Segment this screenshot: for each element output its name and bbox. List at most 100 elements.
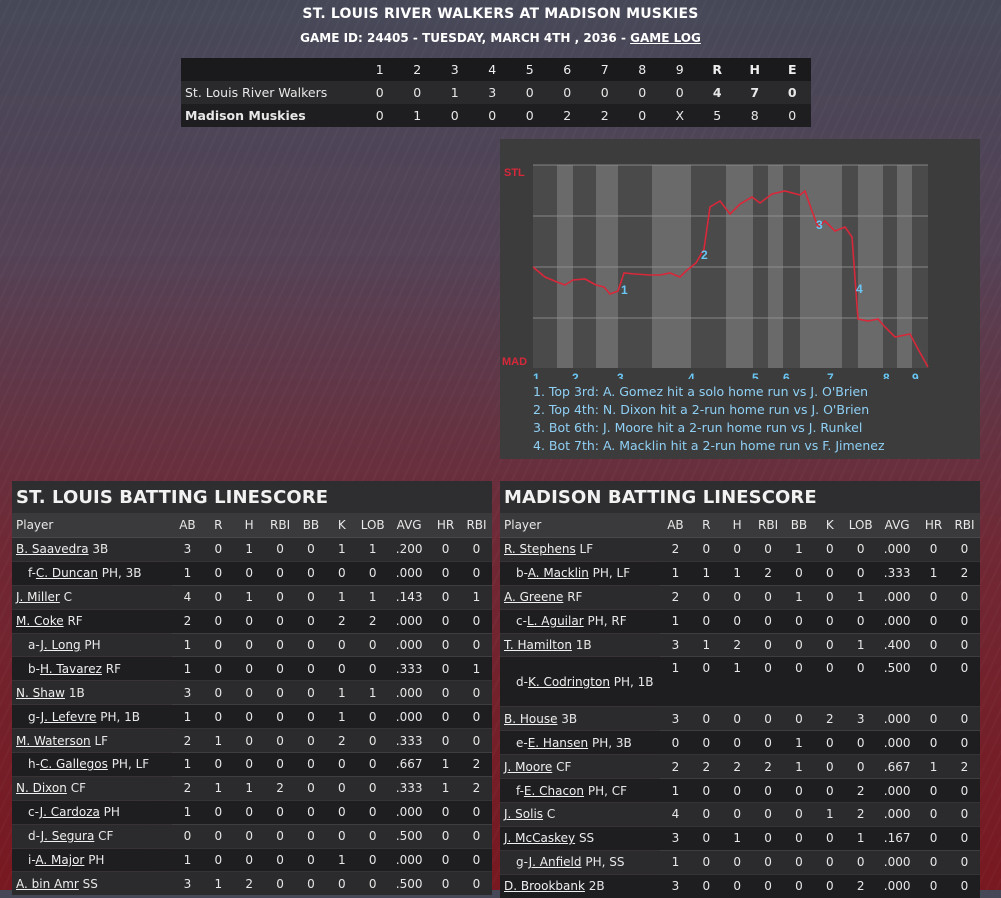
- player-link[interactable]: J. Solis: [504, 807, 544, 822]
- player-link[interactable]: K. Codrington: [527, 674, 610, 689]
- player-link[interactable]: C. Duncan: [35, 566, 98, 581]
- stat-cell: 1: [918, 560, 949, 586]
- stat-cell: 0: [814, 849, 846, 875]
- inning-header: 7: [600, 62, 609, 77]
- player-link[interactable]: C. Gallegos: [39, 757, 108, 772]
- stat-cell: 3: [845, 706, 877, 731]
- player-link[interactable]: A. Greene: [504, 590, 564, 605]
- player-cell: J. Miller C: [12, 584, 172, 610]
- stl-batting-linescore: ST. LOUIS BATTING LINESCORE Player AB R H RB…: [12, 481, 492, 896]
- stat-cell: .333: [388, 728, 431, 753]
- player-position: LF: [579, 542, 594, 557]
- stat-cell: 4: [172, 584, 203, 610]
- player-link[interactable]: A. Major: [35, 853, 85, 868]
- table-row: J. Solis C 4 0 0 0 0 1 2.000 0 0: [500, 802, 980, 827]
- table-row: f-E. Chacon PH, CF 1 0 0 0 0 0 2.000 0 0: [500, 778, 980, 803]
- column-header: AVG: [884, 518, 910, 532]
- stat-cell: 0: [295, 608, 327, 634]
- column-header: BB: [790, 518, 808, 532]
- player-link[interactable]: N. Shaw: [16, 685, 65, 700]
- inning-score: 0: [413, 85, 422, 100]
- player-link[interactable]: N. Dixon: [16, 781, 67, 796]
- player-link[interactable]: L. Aguilar: [526, 614, 584, 629]
- player-link[interactable]: A. bin Amr: [16, 876, 79, 891]
- stat-cell: 3: [660, 873, 691, 898]
- player-link[interactable]: J. Long: [40, 638, 81, 652]
- stat-cell: 0: [326, 775, 358, 801]
- runs-header: R: [712, 62, 723, 77]
- player-link[interactable]: J. Moore: [504, 759, 553, 774]
- stat-cell: 0: [814, 584, 846, 610]
- player-link[interactable]: J. Anfield: [528, 855, 582, 870]
- player-link[interactable]: M. Coke: [16, 614, 64, 629]
- linescore-table: 1 2 3 4 5 6 7 8 9 R H E St. Louis River …: [181, 58, 811, 127]
- stat-cell: 1: [172, 799, 203, 825]
- player-link[interactable]: D. Brookbank: [504, 879, 585, 894]
- player-link[interactable]: E. Chacon: [523, 783, 584, 798]
- game-log-link[interactable]: GAME LOG: [630, 31, 701, 45]
- stat-cell: .000: [876, 730, 919, 755]
- stat-cell: 1: [660, 608, 691, 634]
- team-name[interactable]: Madison Muskies: [185, 108, 306, 123]
- player-link[interactable]: M. Waterson: [16, 733, 91, 748]
- stat-cell: .000: [876, 584, 919, 610]
- stat-cell: 0: [918, 730, 949, 755]
- inning-header: 9: [675, 62, 684, 77]
- player-cell: a-J. Long PH: [12, 632, 172, 657]
- player-link[interactable]: J. Miller: [16, 590, 60, 605]
- stat-cell: 0: [949, 802, 980, 827]
- stat-cell: 0: [752, 825, 784, 851]
- stat-cell: 2: [233, 871, 265, 896]
- player-link[interactable]: J. Cardoza: [39, 805, 100, 820]
- player-position: C: [546, 807, 556, 822]
- player-link[interactable]: J. Lefevre: [40, 709, 97, 724]
- stat-cell: 2: [461, 775, 492, 801]
- stat-cell: 2: [357, 608, 389, 634]
- column-header: LOB: [360, 518, 385, 532]
- stat-cell: 0: [233, 799, 265, 825]
- mad-batting-table: Player AB R H RBI BB K LOB AVG HR RBI R. Stephens …: [500, 513, 980, 898]
- player-link[interactable]: B. House: [504, 711, 558, 726]
- player-link[interactable]: H. Tavarez: [39, 661, 102, 676]
- player-link[interactable]: B. Saavedra: [16, 542, 89, 557]
- stat-cell: 2: [845, 802, 877, 827]
- player-link[interactable]: J. McCaskey: [504, 831, 576, 846]
- stat-cell: 0: [295, 871, 327, 896]
- stat-cell: 0: [264, 704, 296, 729]
- stat-cell: 1: [783, 754, 815, 779]
- column-header: AB: [667, 518, 684, 532]
- stat-cell: 0: [752, 778, 784, 803]
- team-name[interactable]: St. Louis River Walkers: [185, 85, 328, 100]
- stat-cell: 0: [783, 632, 815, 657]
- stl-batting-table: Player AB R H RBI BB K LOB AVG HR RBI B. Saavedra …: [12, 513, 492, 896]
- linescore-header-row: 1 2 3 4 5 6 7 8 9 R H E: [181, 58, 811, 81]
- player-link[interactable]: R. Stephens: [504, 542, 576, 557]
- stat-cell: 0: [430, 871, 461, 896]
- stat-cell: 0: [202, 584, 234, 610]
- home-run-marker: 1: [621, 283, 628, 297]
- stat-cell: 2: [660, 584, 691, 610]
- player-link[interactable]: A. Macklin: [527, 566, 589, 581]
- stat-cell: 0: [752, 730, 784, 755]
- stat-cell: 0: [814, 778, 846, 803]
- player-cell: R. Stephens LF: [500, 537, 660, 562]
- inning-header: 5: [525, 62, 534, 77]
- player-cell: J. McCaskey SS: [500, 825, 660, 851]
- stat-cell: 1: [660, 778, 691, 803]
- stat-cell: .000: [876, 802, 919, 827]
- inning-axis-label: 3: [617, 371, 624, 379]
- sub-prefix: d-: [516, 674, 528, 689]
- stat-cell: .000: [388, 632, 431, 657]
- stat-cell: 0: [814, 632, 846, 657]
- player-position: PH, RF: [587, 614, 627, 629]
- player-link[interactable]: E. Hansen: [527, 735, 589, 750]
- player-link[interactable]: J. Segura: [40, 829, 95, 844]
- stat-cell: 0: [357, 799, 389, 825]
- player-link[interactable]: T. Hamilton: [504, 638, 572, 652]
- sub-prefix: e-: [516, 735, 528, 750]
- table-row: J. Miller C 4 0 1 0 0 1 1.143 0 1: [12, 584, 492, 610]
- table-row: a-J. Long PH 1 0 0 0 0 0 0.000 0 0: [12, 632, 492, 657]
- stat-cell: 0: [690, 778, 722, 803]
- stat-cell: .500: [876, 656, 919, 707]
- stat-cell: 0: [264, 584, 296, 610]
